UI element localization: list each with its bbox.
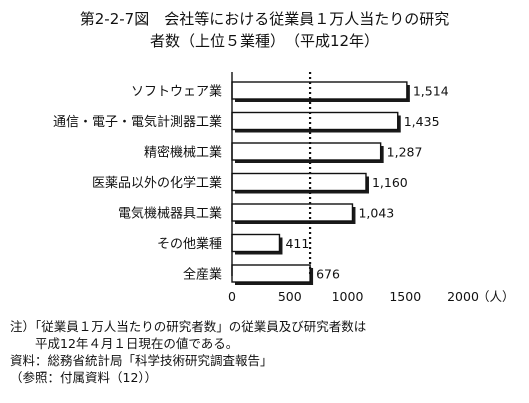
category-label: 通信・電子・電気計測器工業 — [53, 114, 222, 130]
note-line-2: 平成12年４月１日現在の値である。 — [10, 336, 239, 351]
bar — [231, 81, 408, 100]
x-tick-label: 2000 — [447, 289, 479, 304]
x-axis-unit: （人） — [477, 289, 515, 304]
x-tick-label: 1500 — [389, 289, 421, 304]
category-label: ソフトウェア業 — [131, 84, 222, 100]
title-line-2: 者数（上位５業種） （平成12年） — [149, 32, 380, 50]
bar — [231, 111, 399, 131]
value-label: 1,514 — [413, 84, 449, 99]
category-label: 精密機械工業 — [144, 145, 222, 161]
bar — [231, 203, 354, 222]
value-label: 676 — [316, 267, 340, 282]
bar-chart: ソフトウェア業通信・電子・電気計測器工業精密機械工業医薬品以外の化学工業電気機械… — [53, 72, 515, 304]
value-label: 1,160 — [372, 175, 408, 190]
bar — [231, 142, 382, 161]
bar — [231, 172, 367, 192]
category-label: 電気機械器具工業 — [118, 206, 222, 222]
value-label: 1,287 — [387, 145, 423, 160]
bar — [231, 233, 281, 253]
x-tick-label: 0 — [228, 289, 236, 304]
value-label: 1,043 — [358, 206, 394, 221]
source-line: 資料：総務省統計局「科学技術研究調査報告」 — [10, 353, 273, 368]
title-line-1: 第2-2-7図 会社等における従業員１万人当たりの研究 — [79, 10, 450, 28]
chart-title: 第2-2-7図 会社等における従業員１万人当たりの研究 者数（上位５業種） （平… — [0, 8, 529, 52]
value-label: 1,435 — [404, 114, 440, 129]
note-line-1: 注）「従業員１万人当たりの研究者数」の従業員及び研究者数は — [10, 319, 367, 334]
category-label: 医薬品以外の化学工業 — [92, 175, 222, 191]
reference-line-note: （参照：付属資料（12）） — [10, 370, 158, 385]
x-tick-label: 1000 — [332, 289, 364, 304]
category-label: その他業種 — [157, 236, 222, 252]
x-axis-ticks: 0 500 1000 1500 2000 — [228, 289, 479, 304]
bars-group — [231, 81, 410, 285]
value-labels: 1,514 1,435 1,287 1,160 1,043 411 676 — [285, 84, 448, 282]
category-labels: ソフトウェア業通信・電子・電気計測器工業精密機械工業医薬品以外の化学工業電気機械… — [53, 84, 222, 283]
bar — [231, 264, 311, 283]
value-label: 411 — [285, 236, 309, 251]
category-label: 全産業 — [183, 267, 222, 283]
x-tick-label: 500 — [278, 289, 302, 304]
